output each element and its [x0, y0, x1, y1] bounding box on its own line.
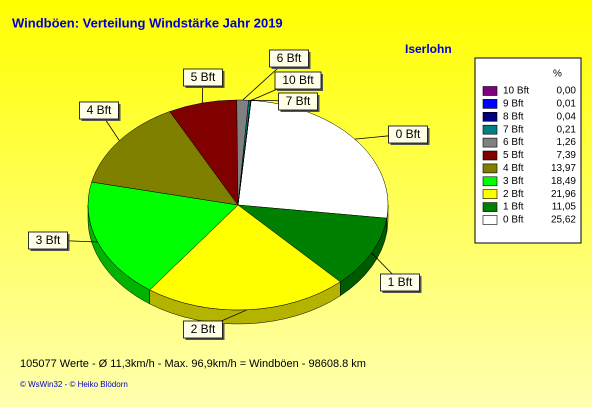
legend-value: 11,05: [552, 202, 577, 213]
callout-box: [388, 125, 428, 144]
legend-swatch: [482, 215, 498, 225]
callout-box: [269, 49, 309, 68]
legend-label: 1 Bft: [503, 202, 524, 213]
legend-value: 25,62: [551, 215, 576, 226]
legend-label: 10 Bft: [503, 86, 529, 97]
callout-box: [274, 71, 322, 90]
legend-swatch: [482, 163, 498, 174]
legend-label: 6 Bft: [503, 137, 524, 148]
legend-value: 0,21: [557, 124, 577, 135]
legend-label: 3 Bft: [503, 176, 524, 187]
slice: [237, 204, 388, 283]
callout-label: 7 Bft: [286, 94, 311, 108]
callout-box: [183, 320, 223, 339]
callout-label: 10 Bft: [282, 73, 314, 87]
legend-swatch: [482, 137, 498, 148]
legend-label: 9 Bft: [503, 99, 524, 110]
legend-swatch: [482, 99, 498, 109]
callout-label: 5 Bft: [191, 70, 216, 84]
callout-label: 1 Bft: [388, 275, 413, 289]
legend-swatch: [482, 202, 498, 212]
legend-value: 7,39: [557, 150, 577, 161]
footer: 105077 Werte - Ø 11,3km/h - Max. 96,9km/…: [20, 358, 366, 370]
slice: [149, 204, 341, 311]
callout-box: [183, 68, 223, 87]
legend-swatch: [482, 150, 498, 161]
legend-label: 7 Bft: [503, 124, 524, 135]
legend-value: 18,49: [551, 176, 576, 187]
legend-swatch: [482, 189, 498, 199]
legend-value: 1,26: [557, 137, 577, 148]
callout-box: [79, 101, 119, 120]
callout-box: [278, 92, 318, 111]
legend-label: 4 Bft: [503, 163, 524, 174]
legend-swatch: [482, 86, 498, 96]
legend-label: 5 Bft: [503, 150, 524, 161]
callout-label: 0 Bft: [396, 127, 421, 141]
chart-subtitle: Iserlohn: [405, 42, 452, 56]
credits: © WsWin32 - © Heiko Blödorn: [20, 380, 128, 389]
callout-label: 3 Bft: [36, 233, 61, 247]
callout-label: 2 Bft: [191, 322, 216, 336]
slice: [91, 111, 239, 206]
legend-label: 8 Bft: [503, 111, 524, 122]
legend-swatch: [482, 112, 498, 122]
callout-box: [380, 273, 420, 292]
legend-value: 0,04: [557, 111, 577, 122]
legend-header: %: [553, 69, 562, 80]
callout-label: 6 Bft: [277, 51, 302, 65]
slice: [237, 100, 389, 219]
legend-value: 21,96: [551, 189, 576, 200]
slice: [87, 181, 239, 291]
legend-label: 0 Bft: [503, 215, 524, 226]
legend-swatch: [482, 124, 498, 135]
legend-label: 2 Bft: [503, 189, 524, 200]
callout-label: 4 Bft: [87, 103, 112, 117]
legend-value: 0,00: [557, 86, 577, 97]
legend-value: 0,01: [557, 99, 577, 110]
chart-title: Windböen: Verteilung Windstärke Jahr 201…: [12, 15, 283, 30]
legend-value: 13,97: [551, 163, 576, 174]
callout-box: [28, 231, 68, 250]
legend-swatch: [482, 176, 498, 187]
